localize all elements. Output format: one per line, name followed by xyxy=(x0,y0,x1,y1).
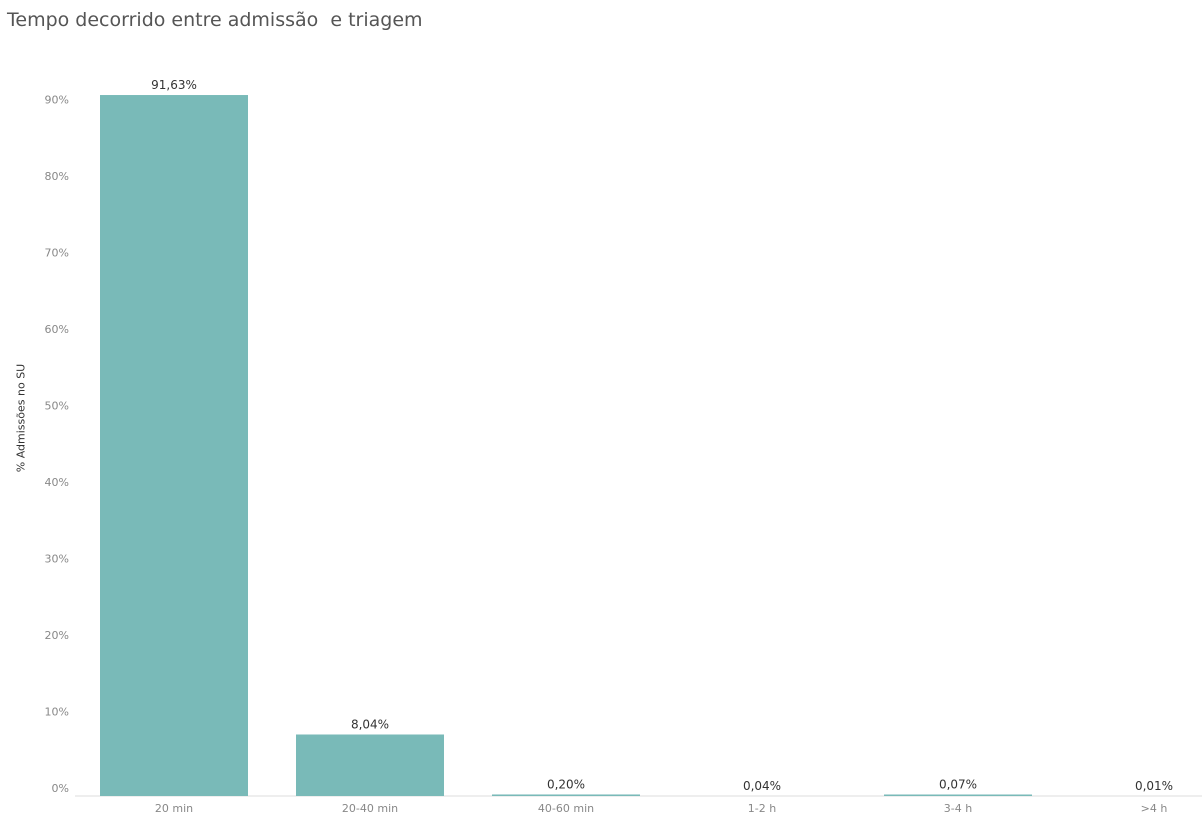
data-label: 0,01% xyxy=(1135,779,1173,793)
bar[interactable] xyxy=(100,95,248,796)
data-label: 8,04% xyxy=(351,717,389,731)
y-tick-label: 0% xyxy=(52,782,69,795)
category-labels: 20 min 20-40 min 40-60 min 1-2 h 3-4 h >4 h xyxy=(155,802,1167,815)
y-tick-label: 50% xyxy=(45,400,69,413)
bar[interactable] xyxy=(884,794,1032,797)
y-tick-label: 80% xyxy=(45,170,69,183)
data-labels: 91,63% 8,04% 0,20% 0,04% 0,07% 0,01% xyxy=(151,78,1173,793)
x-tick-label: 20 min xyxy=(155,802,193,815)
bar[interactable] xyxy=(296,734,444,796)
x-tick-label: 40-60 min xyxy=(538,802,594,815)
bar[interactable] xyxy=(492,794,640,796)
y-tick-label: 40% xyxy=(45,476,69,489)
y-tick-label: 20% xyxy=(45,629,69,642)
y-axis-ticks: 0% 10% 20% 30% 40% 50% 60% 70% 80% 90% xyxy=(45,94,69,796)
data-label: 0,20% xyxy=(547,777,585,791)
y-tick-label: 90% xyxy=(45,94,69,107)
x-tick-label: >4 h xyxy=(1141,802,1168,815)
x-tick-label: 3-4 h xyxy=(944,802,972,815)
chart-title: Tempo decorrido entre admissão e triagem xyxy=(7,9,423,31)
x-tick-label: 1-2 h xyxy=(748,802,776,815)
data-label: 0,07% xyxy=(939,778,977,792)
y-tick-label: 30% xyxy=(45,553,69,566)
data-label: 0,04% xyxy=(743,779,781,793)
data-label: 91,63% xyxy=(151,78,197,92)
bars xyxy=(100,95,1032,796)
y-tick-label: 70% xyxy=(45,247,69,260)
y-tick-label: 10% xyxy=(45,706,69,719)
y-tick-label: 60% xyxy=(45,323,69,336)
x-tick-label: 20-40 min xyxy=(342,802,398,815)
